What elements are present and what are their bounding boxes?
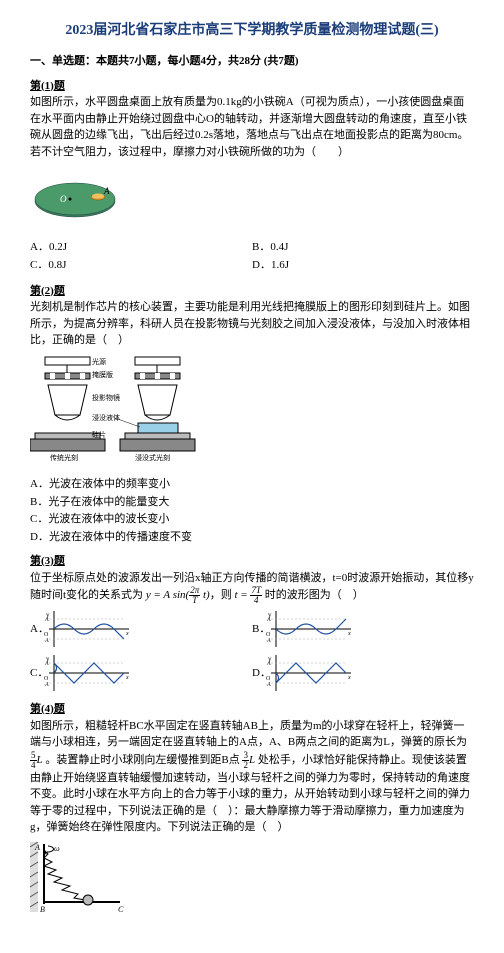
- q2-optA: A．光波在液体中的频率变小: [30, 476, 474, 493]
- q3-head: 第(3)题: [30, 553, 474, 570]
- q2-head: 第(2)题: [30, 283, 474, 300]
- svg-text:−A: −A: [44, 682, 49, 688]
- q4-omega: ω: [54, 844, 60, 853]
- svg-text:O: O: [44, 632, 49, 638]
- q3-figB: y A −A O x: [266, 609, 356, 649]
- q1-options: A．0.2J B．0.4J C．0.8J D．1.6J: [30, 238, 474, 275]
- q3-labelD: D．: [252, 665, 266, 682]
- q3-figD: y A −A O x: [266, 653, 356, 693]
- svg-text:−A: −A: [44, 638, 49, 644]
- svg-text:x: x: [347, 675, 351, 681]
- q4-C: C: [118, 905, 124, 914]
- svg-text:A: A: [44, 617, 49, 623]
- svg-text:O: O: [60, 194, 67, 204]
- q3-figC: y A −A O x: [44, 653, 134, 693]
- svg-text:x: x: [125, 675, 129, 681]
- q4-B: B: [40, 905, 45, 914]
- q1-body: 如图所示，水平圆盘桌面上放有质量为0.1kg的小铁碗A（可视为质点），一小孩使圆…: [30, 94, 474, 160]
- q2-label-silicon: 硅片: [92, 430, 106, 439]
- svg-text:A: A: [103, 186, 110, 196]
- svg-text:O: O: [44, 676, 49, 682]
- q4-head: 第(4)题: [30, 701, 474, 718]
- q2-body: 光刻机是制作芯片的核心装置，主要功能是利用光线把掩膜版上的图形印刻到硅片上。如图…: [30, 299, 474, 349]
- q2-figure: 光源 投影物镜 传统光刻 硅片 浸没式光刻 掩: [30, 355, 474, 471]
- q2-optC: C．光波在液体中的波长变小: [30, 511, 474, 528]
- svg-text:x: x: [347, 631, 351, 637]
- svg-text:A: A: [266, 617, 271, 623]
- q2-label-trad: 传统光刻: [50, 453, 78, 462]
- q3-labelB: B．: [252, 621, 266, 638]
- q2-label-mask: 掩膜版: [92, 370, 113, 379]
- svg-text:O: O: [266, 632, 271, 638]
- q2-label-liquid: 浸没液体: [92, 413, 120, 422]
- svg-text:O: O: [266, 676, 271, 682]
- q2-optB: B．光子在液体中的能量变大: [30, 494, 474, 511]
- q1-optB: B．0.4J: [252, 238, 474, 257]
- q3-labelC: C．: [30, 665, 44, 682]
- svg-text:−A: −A: [266, 638, 271, 644]
- q2-options: A．光波在液体中的频率变小 B．光子在液体中的能量变大 C．光波在液体中的波长变…: [30, 476, 474, 545]
- q1-optC: C．0.8J: [30, 256, 252, 275]
- q4-figure: A ω B C: [30, 842, 474, 928]
- q2-label-imm: 浸没式光刻: [135, 453, 170, 462]
- q3-equation: y = A sin(2πT t): [146, 589, 210, 601]
- q4-body: 如图所示，粗糙轻杆BC水平固定在竖直转轴AB上，质量为m的小球穿在轻杆上，轻弹簧…: [30, 718, 474, 836]
- q3-body: 位于坐标原点处的波源发出一列沿x轴正方向传播的简谐横波，t=0时波源开始振动，其…: [30, 570, 474, 606]
- q2-optD: D．光波在液体中的传播速度不变: [30, 529, 474, 546]
- q3-labelA: A．: [30, 621, 44, 638]
- q1-head: 第(1)题: [30, 78, 474, 95]
- svg-text:x: x: [125, 631, 129, 637]
- q1-optD: D．1.6J: [252, 256, 474, 275]
- q3-figA: y A −A O x: [44, 609, 134, 649]
- q2-label-source: 光源: [92, 357, 106, 366]
- q4-A: A: [34, 843, 40, 852]
- q1-figure: O A: [30, 166, 474, 232]
- q2-label-lens: 投影物镜: [92, 393, 120, 402]
- q1-optA: A．0.2J: [30, 238, 252, 257]
- svg-text:A: A: [266, 661, 271, 667]
- svg-text:−A: −A: [266, 682, 271, 688]
- svg-text:A: A: [44, 661, 49, 667]
- section-1-head: 一、单选题：本题共7小题，每小题4分，共28分 (共7题): [30, 53, 474, 70]
- page-title: 2023届河北省石家庄市高三下学期教学质量检测物理试题(三): [30, 20, 474, 41]
- q3-row1: A． y A −A O x B． y A −A O x: [30, 609, 474, 649]
- q3-row2: C． y A −A O x D． y A −A O x: [30, 653, 474, 693]
